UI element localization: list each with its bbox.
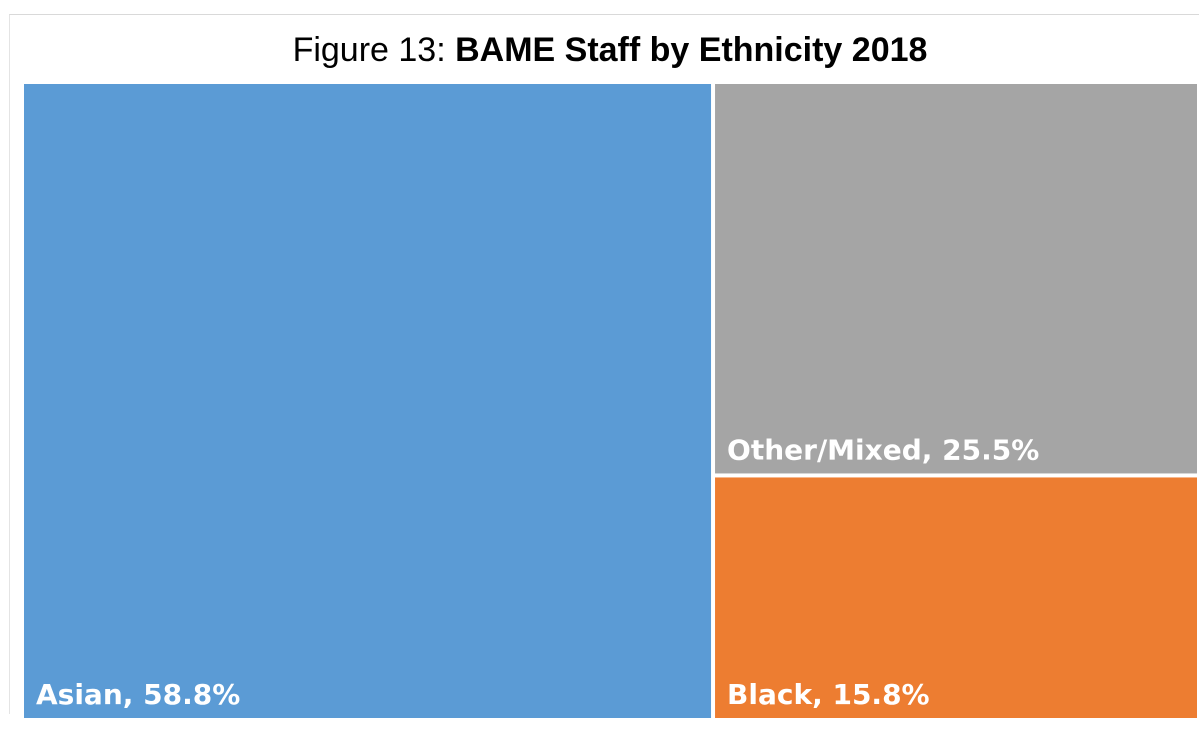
treemap-label-asian: Asian, 58.8% (36, 678, 240, 711)
treemap-cell-other-mixed (715, 84, 1197, 474)
treemap-cell-black (715, 477, 1197, 718)
chart-frame (9, 14, 1199, 714)
treemap-cell-asian (24, 84, 712, 718)
chart-title-main: BAME Staff by Ethnicity 2018 (455, 31, 928, 69)
treemap-label-other-mixed: Other/Mixed, 25.5% (727, 433, 1039, 466)
treemap-label-black: Black, 15.8% (727, 678, 930, 711)
chart-title: Figure 13: BAME Staff by Ethnicity 2018 (0, 30, 1200, 70)
chart-title-prefix: Figure 13: (292, 31, 456, 69)
